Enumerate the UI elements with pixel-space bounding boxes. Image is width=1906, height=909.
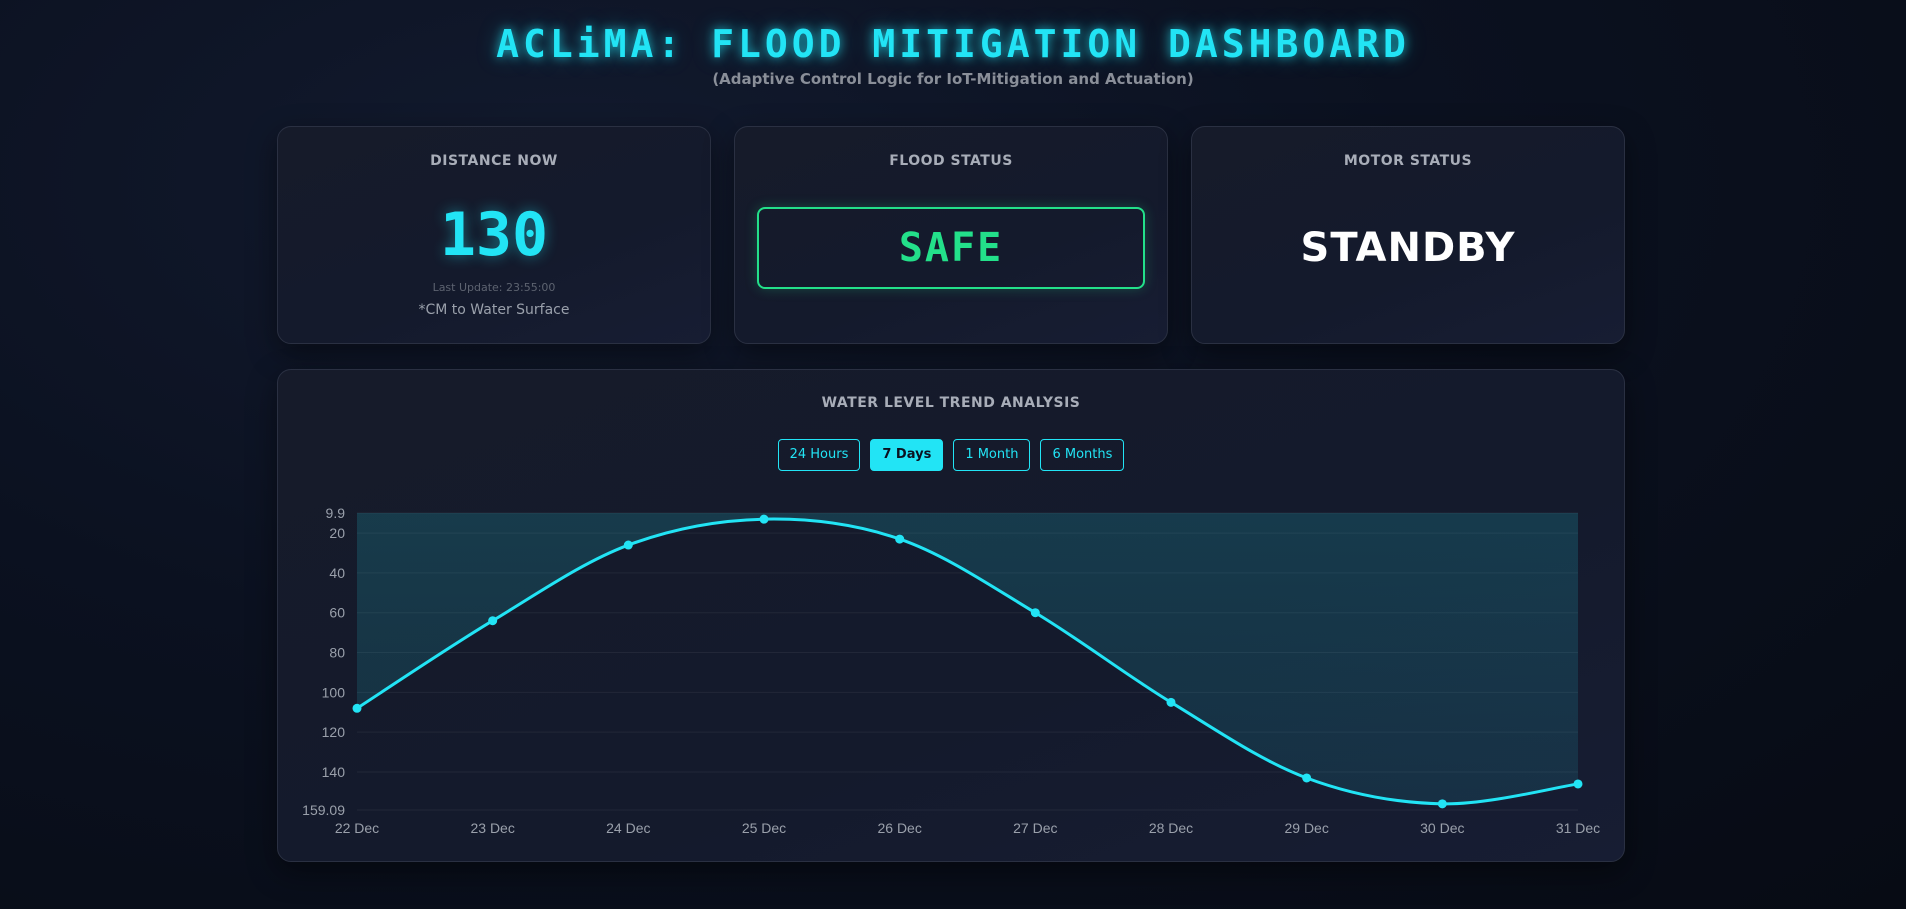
data-point[interactable] [488,616,498,626]
motor-status-value: STANDBY [1300,225,1516,271]
x-tick-label: 27 Dec [1013,820,1057,836]
motor-status-label: MOTOR STATUS [1343,153,1473,169]
y-tick-label: 100 [322,684,346,700]
chart-points [352,514,1583,809]
last-update-text: Last Update: 23:55:00 [432,281,556,294]
y-tick-label: 159.09 [302,802,345,818]
motor-status-card: MOTOR STATUS STANDBY [1191,126,1625,344]
data-point[interactable] [352,703,362,713]
distance-label: DISTANCE NOW [430,153,558,169]
flood-status-label: FLOOD STATUS [889,153,1013,169]
data-point[interactable] [895,534,905,544]
area-fill [357,513,1578,804]
trend-chart-card: 9.9 20 40 60 80 100 120 140 159.09 22 Dec 23 Dec 2… [277,369,1625,862]
page-title: ACLiMA: FLOOD MITIGATION DASHBOARD [496,22,1410,66]
trend-chart-title: WATER LEVEL TREND ANALYSIS [821,395,1081,411]
range-button-24-hours[interactable]: 24 Hours [777,439,861,471]
y-tick-label: 140 [322,764,346,780]
range-button-1-month[interactable]: 1 Month [953,439,1031,471]
data-point[interactable] [1302,773,1312,783]
series-line [356,517,1579,806]
y-tick-label: 60 [329,605,345,621]
flood-status-badge: SAFE [757,207,1145,289]
x-tick-label: 31 Dec [1556,820,1600,836]
x-tick-label: 28 Dec [1149,820,1193,836]
y-tick-label: 20 [329,525,345,541]
y-tick-label: 40 [329,565,345,581]
x-tick-label: 22 Dec [335,820,379,836]
chart-line [356,517,1579,806]
page-subtitle: (Adaptive Control Logic for IoT-Mitigati… [712,70,1194,88]
flood-status-card: FLOOD STATUS SAFE [734,126,1168,344]
distance-value: 130 [439,200,549,270]
distance-card: DISTANCE NOW 130 Last Update: 23:55:00 *… [277,126,711,344]
range-button-group: 24 Hours 7 Days 1 Month 6 Months [278,439,1624,471]
y-tick-label: 9.9 [326,505,346,521]
x-axis-ticks: 22 Dec 23 Dec 24 Dec 25 Dec 26 Dec 27 Dec 28 D… [335,820,1600,836]
chart-area-fill [357,513,1578,804]
data-point[interactable] [1437,799,1447,809]
x-tick-label: 23 Dec [470,820,514,836]
range-button-7-days[interactable]: 7 Days [870,439,944,471]
y-tick-label: 80 [329,645,345,661]
data-point[interactable] [623,540,633,550]
x-tick-label: 25 Dec [742,820,786,836]
x-tick-label: 26 Dec [877,820,921,836]
y-axis-ticks: 9.9 20 40 60 80 100 120 140 159.09 [302,505,345,818]
data-point[interactable] [1573,779,1583,789]
data-point[interactable] [759,514,769,524]
range-button-6-months[interactable]: 6 Months [1040,439,1125,471]
unit-note: *CM to Water Surface [418,302,570,318]
x-tick-label: 24 Dec [606,820,650,836]
y-tick-label: 120 [322,724,346,740]
x-tick-label: 30 Dec [1420,820,1464,836]
data-point[interactable] [1030,608,1040,618]
x-tick-label: 29 Dec [1284,820,1328,836]
data-point[interactable] [1166,697,1176,707]
